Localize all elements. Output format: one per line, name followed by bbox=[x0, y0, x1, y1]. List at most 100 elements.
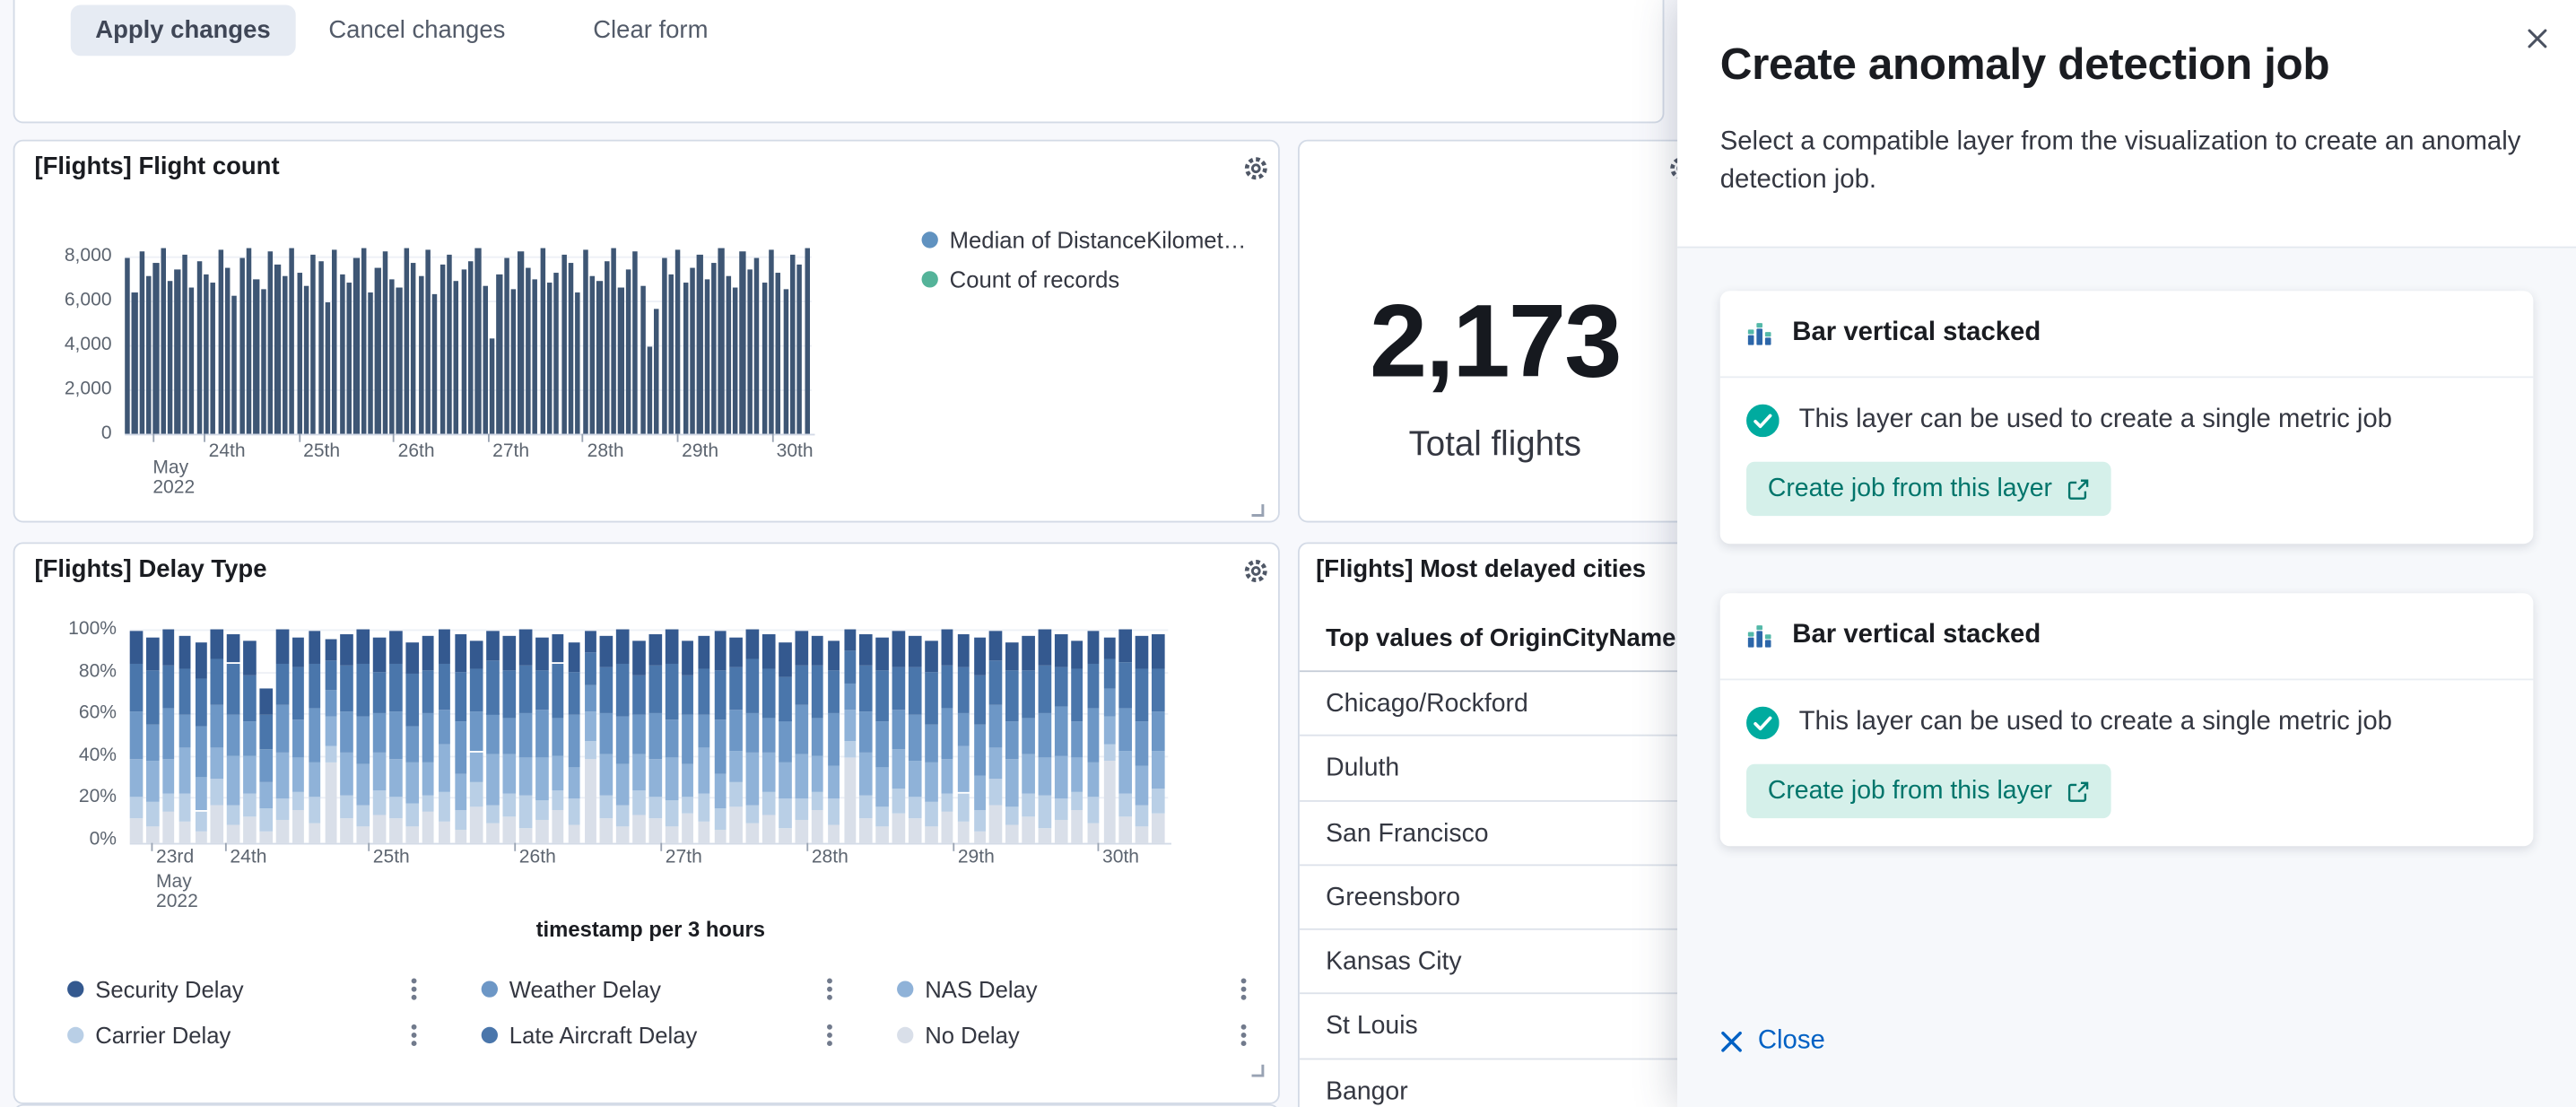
apply-changes-button[interactable]: Apply changes bbox=[70, 4, 296, 57]
flight-bar bbox=[675, 249, 682, 434]
table-row[interactable]: San Francisco bbox=[1299, 801, 1691, 867]
legend-color-dot bbox=[67, 981, 84, 998]
delay-type-panel: [Flights] Delay Type 0% 20% 40% 60% 80% 100% 2… bbox=[13, 542, 1280, 1104]
delay-bar-segment bbox=[438, 710, 451, 745]
flight-bars[interactable] bbox=[125, 240, 814, 434]
delay-bar-segment bbox=[973, 809, 987, 831]
delay-bar-segment bbox=[340, 817, 353, 843]
x-axis-label: 25th bbox=[303, 441, 341, 462]
flight-bar bbox=[353, 258, 360, 434]
delay-bar-segment bbox=[145, 724, 159, 762]
delay-bar-segment bbox=[811, 790, 824, 810]
delay-bar bbox=[713, 631, 727, 843]
legend-item[interactable]: Carrier Delay bbox=[67, 1020, 231, 1050]
legend-item[interactable]: Median of DistanceKilomet… bbox=[921, 225, 1246, 255]
delay-bar bbox=[1038, 629, 1051, 843]
close-label: Close bbox=[1757, 1026, 1825, 1055]
legend-item-label: Late Aircraft Delay bbox=[509, 1022, 698, 1049]
delay-bar-segment bbox=[551, 809, 565, 843]
legend-item[interactable]: No Delay bbox=[897, 1020, 1020, 1050]
flight-bar bbox=[289, 247, 295, 434]
delay-bar-segment bbox=[422, 635, 435, 671]
delay-bar-segment bbox=[405, 763, 419, 803]
table-row[interactable]: Duluth bbox=[1299, 737, 1691, 802]
delay-bar-segment bbox=[145, 761, 159, 802]
legend-item[interactable]: NAS Delay bbox=[897, 974, 1038, 1004]
delay-bar-segment bbox=[892, 749, 905, 789]
clear-form-button[interactable]: Clear form bbox=[593, 16, 709, 45]
flyout-close-button[interactable]: Close bbox=[1720, 1027, 1825, 1057]
gridline bbox=[125, 256, 812, 258]
table-row[interactable]: Kansas City bbox=[1299, 930, 1691, 996]
delay-bar-segment bbox=[1086, 663, 1100, 708]
flight-count-chart[interactable]: 0 2,000 4,000 6,000 8,000 24th 25th 26th 27th 28t… bbox=[14, 142, 1278, 521]
resize-handle-icon[interactable] bbox=[1250, 496, 1266, 517]
create-job-button[interactable]: Create job from this layer bbox=[1746, 763, 2111, 819]
x-axis-label: 24th bbox=[230, 848, 267, 868]
y-axis-label: 100% bbox=[68, 619, 117, 640]
legend-item[interactable]: Weather Delay bbox=[481, 974, 661, 1004]
table-row[interactable]: Bangor bbox=[1300, 1059, 1691, 1107]
flight-bar bbox=[404, 247, 410, 434]
divider bbox=[1719, 376, 2534, 379]
table-row[interactable]: St Louis bbox=[1299, 995, 1691, 1060]
delay-bar-segment bbox=[762, 815, 776, 843]
delay-bar-segment bbox=[1152, 633, 1165, 670]
layer-card-body: This layer can be used to create a singl… bbox=[1720, 378, 2534, 544]
delay-bar-segment bbox=[989, 705, 1003, 748]
delay-bar-segment bbox=[779, 720, 792, 763]
delay-bar-segment bbox=[373, 789, 387, 815]
x-tick-mark bbox=[224, 842, 227, 851]
delay-bar bbox=[973, 638, 987, 843]
delay-bar bbox=[908, 635, 921, 843]
delay-bar-segment bbox=[1070, 640, 1083, 669]
legend-item[interactable]: Late Aircraft Delay bbox=[481, 1020, 698, 1050]
delay-bar bbox=[535, 638, 548, 843]
legend-options-icon[interactable] bbox=[816, 1022, 842, 1048]
flight-bar bbox=[224, 267, 231, 434]
legend-options-icon[interactable] bbox=[1231, 976, 1257, 1002]
flight-bar bbox=[704, 278, 710, 434]
delay-bar-segment bbox=[1102, 761, 1117, 843]
legend-options-icon[interactable] bbox=[816, 976, 842, 1002]
delay-bar-segment bbox=[438, 821, 451, 843]
table-column-header[interactable]: Top values of OriginCityName bbox=[1299, 606, 1691, 673]
delay-bars[interactable] bbox=[129, 629, 1171, 843]
cancel-changes-button[interactable]: Cancel changes bbox=[328, 16, 506, 45]
delay-bar-segment bbox=[989, 631, 1003, 661]
delay-bar bbox=[356, 629, 370, 843]
delay-bar-segment bbox=[292, 791, 305, 810]
legend-item[interactable]: Count of records bbox=[921, 265, 1119, 294]
panel-settings-gear-icon[interactable] bbox=[1239, 554, 1272, 587]
delay-type-chart[interactable]: 0% 20% 40% 60% 80% 100% 23rd 24th 25th 26th 27th 28… bbox=[14, 544, 1278, 1103]
delay-bar-segment bbox=[486, 824, 500, 843]
flight-bar bbox=[468, 260, 474, 434]
flight-bar bbox=[503, 258, 509, 434]
x-axis-month-label: May bbox=[156, 872, 192, 893]
flyout-close-icon[interactable] bbox=[2517, 18, 2556, 57]
delay-bar-segment bbox=[211, 804, 224, 843]
delay-bar-segment bbox=[957, 667, 970, 713]
delay-bar-segment bbox=[681, 715, 694, 764]
delay-bar-segment bbox=[811, 664, 824, 719]
flight-bar bbox=[231, 296, 238, 434]
panel-settings-gear-icon[interactable] bbox=[1239, 152, 1272, 185]
legend-options-icon[interactable] bbox=[401, 976, 427, 1002]
delay-bar bbox=[1054, 633, 1067, 843]
legend-item[interactable]: Security Delay bbox=[67, 974, 244, 1004]
table-row[interactable]: Chicago/Rockford bbox=[1299, 672, 1691, 737]
legend-options-icon[interactable] bbox=[401, 1022, 427, 1048]
delay-bar-segment bbox=[1038, 757, 1051, 797]
delay-bar-segment bbox=[438, 745, 451, 792]
x-tick-mark bbox=[487, 433, 490, 442]
delay-bar-segment bbox=[470, 806, 483, 843]
delay-bar-segment bbox=[292, 809, 305, 843]
delay-bar-segment bbox=[989, 779, 1003, 806]
delay-bar bbox=[762, 633, 776, 843]
create-job-button[interactable]: Create job from this layer bbox=[1746, 461, 2111, 517]
delay-bar-segment bbox=[324, 717, 337, 746]
table-row[interactable]: Greensboro bbox=[1299, 866, 1691, 931]
resize-handle-icon[interactable] bbox=[1250, 1057, 1266, 1077]
flight-bar bbox=[454, 280, 459, 434]
legend-options-icon[interactable] bbox=[1231, 1022, 1257, 1048]
